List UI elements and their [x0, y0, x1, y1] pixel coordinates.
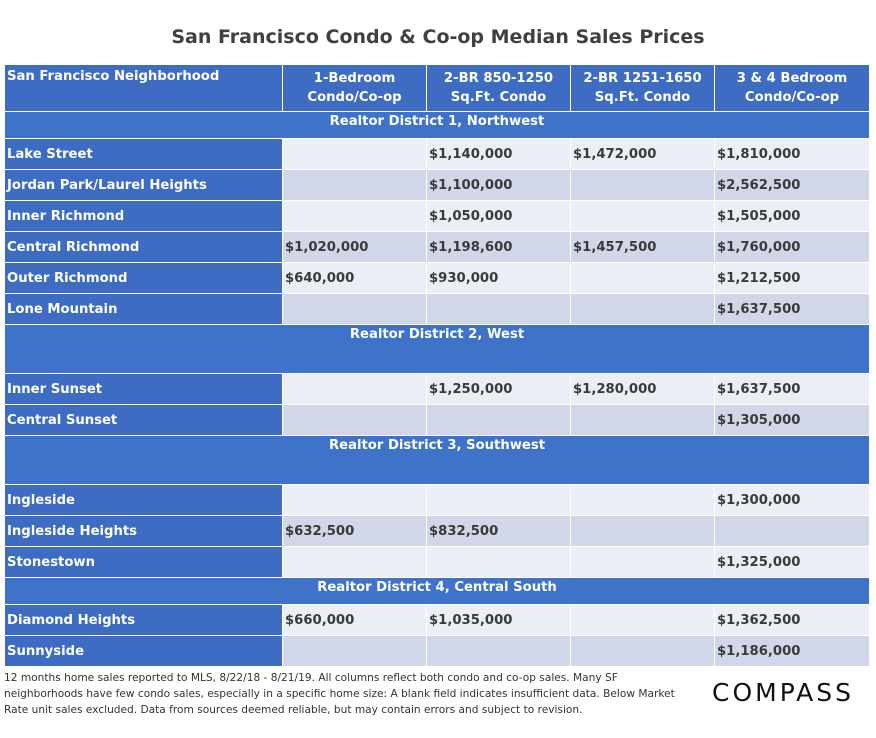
price-cell: $1,020,000 [282, 231, 427, 263]
price-cell [570, 169, 715, 201]
district-header-row: Realtor District 4, Central South [4, 577, 870, 605]
price-cell: $632,500 [282, 515, 427, 547]
price-cell [282, 635, 427, 667]
neighborhood-cell: Diamond Heights [4, 604, 283, 636]
price-cell [282, 169, 427, 201]
prices-table: San Francisco Neighborhood 1-Bedroom Cond… [4, 64, 870, 667]
price-cell: $2,562,500 [714, 169, 870, 201]
price-cell: $1,472,000 [570, 138, 715, 170]
price-cell: $1,212,500 [714, 262, 870, 294]
price-cell [426, 484, 571, 516]
table-row: Outer Richmond $640,000 $930,000 $1,212,500 [4, 262, 870, 294]
table-row: Ingleside $1,300,000 [4, 484, 870, 516]
price-cell: $1,457,500 [570, 231, 715, 263]
price-cell: $1,760,000 [714, 231, 870, 263]
price-cell [714, 515, 870, 547]
table-row: Lake Street $1,140,000 $1,472,000 $1,810,00… [4, 138, 870, 170]
price-cell: $1,637,500 [714, 373, 870, 405]
table-header-row: San Francisco Neighborhood 1-Bedroom Cond… [4, 64, 870, 112]
table-row: Central Sunset $1,305,000 [4, 404, 870, 436]
price-cell [426, 293, 571, 325]
table-row: Inner Richmond $1,050,000 $1,505,000 [4, 200, 870, 232]
price-cell [570, 200, 715, 232]
district-label: Realtor District 2, West [4, 324, 870, 374]
table-row: Jordan Park/Laurel Heights $1,100,000 $2,5… [4, 169, 870, 201]
neighborhood-cell: Outer Richmond [4, 262, 283, 294]
compass-logo: COMPASS [712, 678, 855, 707]
price-cell: $660,000 [282, 604, 427, 636]
district-header-row: Realtor District 2, West [4, 324, 870, 374]
price-cell: $1,140,000 [426, 138, 571, 170]
neighborhood-cell: Lone Mountain [4, 293, 283, 325]
page-title: San Francisco Condo & Co-op Median Sales… [171, 26, 705, 48]
neighborhood-cell: Stonestown [4, 546, 283, 578]
price-cell: $1,300,000 [714, 484, 870, 516]
header-1-bedroom: 1-Bedroom Condo/Co-op [282, 64, 427, 112]
price-cell: $1,325,000 [714, 546, 870, 578]
price-cell [282, 484, 427, 516]
table-row: Diamond Heights $660,000 $1,035,000 $1,362,… [4, 604, 870, 636]
price-cell: $1,505,000 [714, 200, 870, 232]
header-2br-1251-1650: 2-BR 1251-1650 Sq.Ft. Condo [570, 64, 715, 112]
table-row: Lone Mountain $1,637,500 [4, 293, 870, 325]
neighborhood-cell: Lake Street [4, 138, 283, 170]
table-row: Ingleside Heights $632,500 $832,500 [4, 515, 870, 547]
price-cell [282, 200, 427, 232]
price-cell [426, 635, 571, 667]
neighborhood-cell: Ingleside [4, 484, 283, 516]
header-2br-850-1250: 2-BR 850-1250 Sq.Ft. Condo [426, 64, 571, 112]
price-cell [570, 546, 715, 578]
footnote: 12 months home sales reported to MLS, 8/… [4, 672, 675, 716]
table-row: Sunnyside $1,186,000 [4, 635, 870, 667]
price-cell: $1,050,000 [426, 200, 571, 232]
price-cell: $1,280,000 [570, 373, 715, 405]
price-cell [426, 546, 571, 578]
district-label: Realtor District 4, Central South [4, 577, 870, 605]
price-cell: $1,362,500 [714, 604, 870, 636]
table-row: Central Richmond $1,020,000 $1,198,600 $1,4… [4, 231, 870, 263]
price-cell: $832,500 [426, 515, 571, 547]
price-cell [282, 138, 427, 170]
header-3-4-bedroom: 3 & 4 Bedroom Condo/Co-op [714, 64, 870, 112]
table-row: Stonestown $1,325,000 [4, 546, 870, 578]
price-cell: $1,186,000 [714, 635, 870, 667]
price-cell [570, 635, 715, 667]
price-cell [282, 546, 427, 578]
price-cell [570, 515, 715, 547]
price-cell [570, 404, 715, 436]
price-cell [570, 262, 715, 294]
price-cell [282, 404, 427, 436]
district-label: Realtor District 3, Southwest [4, 435, 870, 485]
price-cell [570, 293, 715, 325]
price-cell [282, 293, 427, 325]
table-body: Realtor District 1, Northwest Lake Street… [4, 111, 870, 667]
price-cell [570, 604, 715, 636]
price-cell: $930,000 [426, 262, 571, 294]
header-neighborhood: San Francisco Neighborhood [4, 64, 283, 112]
district-header-row: Realtor District 3, Southwest [4, 435, 870, 485]
price-cell: $1,198,600 [426, 231, 571, 263]
price-cell: $640,000 [282, 262, 427, 294]
price-cell: $1,305,000 [714, 404, 870, 436]
table-row: Inner Sunset $1,250,000 $1,280,000 $1,637,5… [4, 373, 870, 405]
district-header-row: Realtor District 1, Northwest [4, 111, 870, 139]
price-cell: $1,637,500 [714, 293, 870, 325]
neighborhood-cell: Central Richmond [4, 231, 283, 263]
price-cell: $1,810,000 [714, 138, 870, 170]
price-cell: $1,100,000 [426, 169, 571, 201]
neighborhood-cell: Inner Sunset [4, 373, 283, 405]
price-cell: $1,250,000 [426, 373, 571, 405]
district-label: Realtor District 1, Northwest [4, 111, 870, 139]
price-cell [426, 404, 571, 436]
price-cell [282, 373, 427, 405]
neighborhood-cell: Ingleside Heights [4, 515, 283, 547]
neighborhood-cell: Inner Richmond [4, 200, 283, 232]
price-cell: $1,035,000 [426, 604, 571, 636]
neighborhood-cell: Jordan Park/Laurel Heights [4, 169, 283, 201]
neighborhood-cell: Central Sunset [4, 404, 283, 436]
price-cell [570, 484, 715, 516]
neighborhood-cell: Sunnyside [4, 635, 283, 667]
